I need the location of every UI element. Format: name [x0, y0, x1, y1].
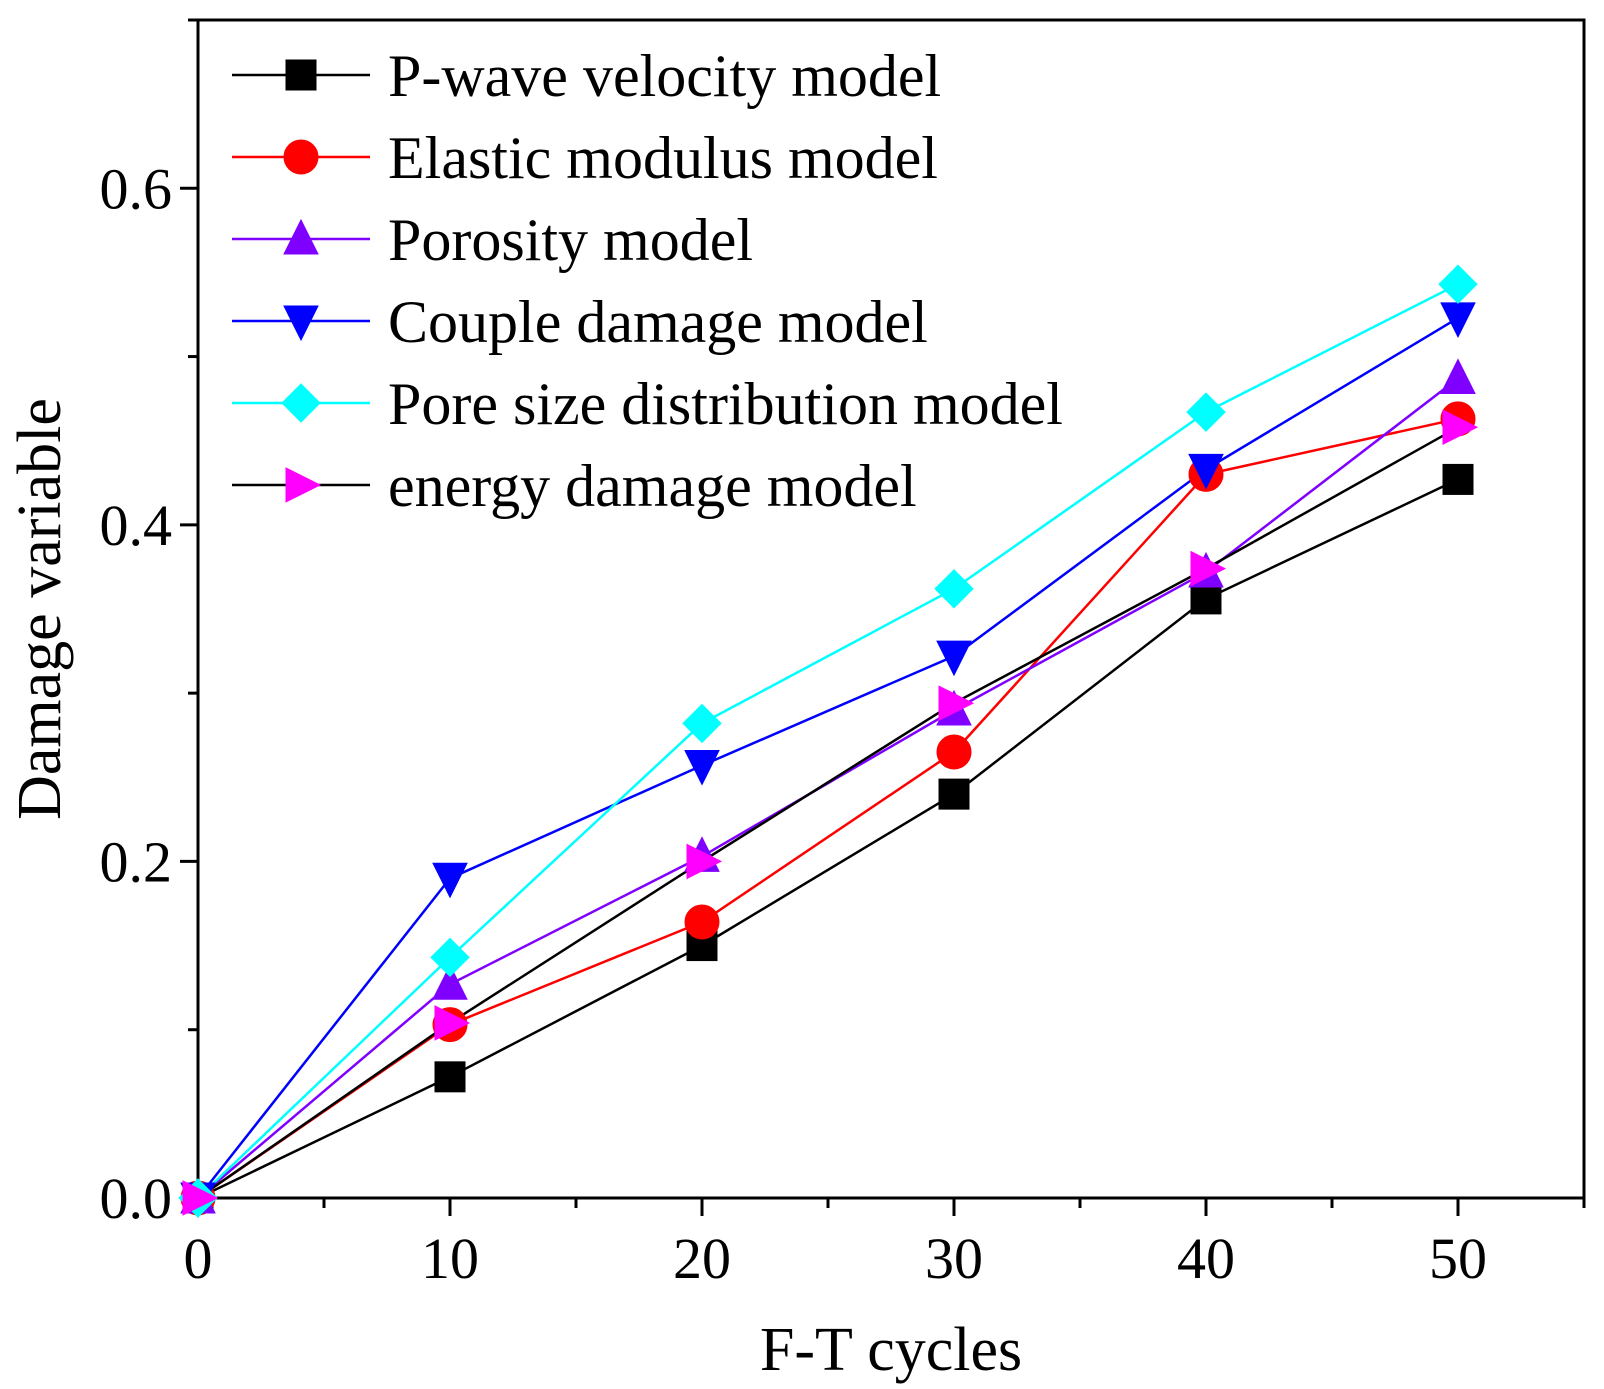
series-line-elastic-modulus-model [197, 417, 1459, 1200]
data-point-energy-damage-model [434, 1005, 471, 1041]
legend-item-elastic-modulus-model: Elastic modulus model [232, 125, 938, 191]
data-point-energy-damage-model [182, 1180, 219, 1216]
legend-item-porosity-model: Porosity model [232, 207, 753, 273]
series-line-energy-damage-model [197, 426, 1459, 1200]
data-point-pore-size-distribution-model [1186, 392, 1226, 432]
legend-label: Couple damage model [388, 289, 928, 355]
series-line-p-wave-velocity-model [197, 478, 1459, 1200]
data-point-energy-damage-model [686, 843, 723, 880]
data-point-couple-damage-model [684, 750, 720, 786]
series-points-energy-damage-model [182, 409, 1479, 1216]
legend-item-couple-damage-model: Couple damage model [232, 289, 928, 355]
legend-marker [285, 467, 322, 503]
legend-item-p-wave-velocity-model: P-wave velocity model [232, 43, 941, 109]
legend-label: Pore size distribution model [388, 371, 1063, 437]
data-point-elastic-modulus-model [684, 904, 720, 940]
legend-marker [283, 305, 319, 342]
y-tick-label: 0.4 [100, 493, 173, 558]
data-point-couple-damage-model [936, 640, 972, 677]
series-points-elastic-modulus-model [180, 401, 1476, 1216]
data-point-pore-size-distribution-model [934, 569, 974, 609]
data-point-p-wave-velocity-model [434, 1061, 466, 1093]
series-line-couple-damage-model [197, 316, 1459, 1199]
data-point-pore-size-distribution-model [682, 703, 722, 744]
legend-label: energy damage model [388, 453, 917, 519]
data-point-couple-damage-model [432, 862, 468, 899]
series-points-couple-damage-model [180, 302, 1476, 1219]
plot-frame [196, 18, 1586, 1200]
x-axis-title: F-T cycles [760, 1316, 1022, 1384]
x-tick-label: 20 [673, 1226, 731, 1291]
data-point-pore-size-distribution-model [1438, 264, 1478, 304]
data-point-energy-damage-model [938, 685, 975, 722]
legend-marker [281, 383, 321, 423]
legend-label: Elastic modulus model [388, 125, 938, 191]
data-point-porosity-model [1440, 358, 1476, 394]
series-points-p-wave-velocity-model [182, 463, 1474, 1214]
data-point-pore-size-distribution-model [430, 937, 470, 978]
legend-item-energy-damage-model: energy damage model [232, 453, 917, 519]
series-line-pore-size-distribution-model [197, 283, 1459, 1199]
data-point-p-wave-velocity-model [1442, 463, 1474, 495]
x-tick-label: 0 [184, 1226, 213, 1291]
data-point-elastic-modulus-model [936, 734, 972, 770]
legend-item-pore-size-distribution-model: Pore size distribution model [232, 371, 1063, 437]
data-point-couple-damage-model [1188, 453, 1224, 490]
x-tick-label: 10 [421, 1226, 479, 1291]
series-markers [178, 264, 1479, 1219]
legend-marker [283, 139, 319, 175]
data-point-p-wave-velocity-model [938, 778, 970, 810]
x-tick-label: 40 [1177, 1226, 1235, 1291]
legend-label: Porosity model [388, 207, 753, 273]
y-tick-label: 0.0 [100, 1166, 173, 1231]
x-tick-label: 50 [1429, 1226, 1487, 1291]
y-tick-label: 0.6 [100, 156, 173, 221]
x-tick-label: 30 [925, 1226, 983, 1291]
legend-marker [283, 218, 319, 255]
data-point-couple-damage-model [1440, 302, 1476, 338]
data-point-energy-damage-model [1190, 550, 1227, 587]
y-axis-title: Damage variable [6, 398, 74, 820]
y-tick-label: 0.2 [100, 829, 173, 894]
data-point-energy-damage-model [1442, 409, 1479, 446]
legend: P-wave velocity model Elastic modulus mod… [232, 43, 1063, 519]
series-lines [197, 283, 1459, 1200]
data-point-p-wave-velocity-model [1190, 583, 1222, 615]
axis-ticks: 0 10 20 30 40 50 0.0 0.2 0.4 0.6 [100, 18, 1586, 1291]
data-point-porosity-model [432, 964, 468, 1000]
legend-marker [285, 59, 317, 91]
legend-label: P-wave velocity model [388, 43, 941, 109]
